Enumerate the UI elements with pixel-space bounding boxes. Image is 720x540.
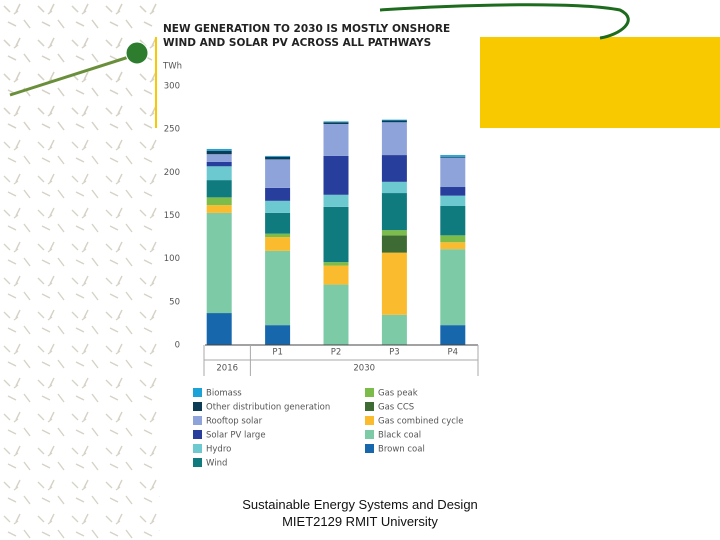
bar-segment <box>381 120 407 123</box>
bar-segment <box>381 193 407 231</box>
bar-segment <box>381 181 407 194</box>
legend-swatch <box>365 416 374 425</box>
bar-segment <box>323 284 349 345</box>
legend-label: Hydro <box>206 445 231 455</box>
bar-segment <box>323 123 349 156</box>
bar-segment <box>323 262 349 266</box>
y-tick-label: 250 <box>164 125 180 135</box>
bar-segment <box>206 161 232 167</box>
legend-label: Rooftop solar <box>206 417 263 427</box>
bar-segment <box>206 313 232 345</box>
bar-segment <box>381 235 407 253</box>
legend-label: Gas CCS <box>378 403 414 413</box>
bar-segment <box>381 314 407 345</box>
bar-segment <box>440 249 466 326</box>
legend-swatch <box>365 430 374 439</box>
legend-label: Black coal <box>378 431 421 441</box>
bar-segment <box>323 265 349 285</box>
footer: Sustainable Energy Systems and Design MI… <box>242 497 478 529</box>
legend-swatch <box>193 458 202 467</box>
y-tick-label: 0 <box>175 341 180 351</box>
bar-segment <box>265 250 291 326</box>
bar-segment <box>206 197 232 206</box>
x-tick-label: P1 <box>272 348 283 358</box>
green-sphere <box>125 41 149 65</box>
x-tick-label: P4 <box>448 348 459 358</box>
group-label: 2016 <box>216 364 238 374</box>
green-swoosh <box>379 3 630 40</box>
bar-segment <box>265 187 291 201</box>
y-tick-label: 200 <box>164 168 180 178</box>
bar-segment <box>323 194 349 207</box>
bar-segment <box>440 157 466 188</box>
bar-segment <box>206 205 232 213</box>
legend-swatch <box>365 402 374 411</box>
bar-segment <box>440 325 466 345</box>
bar-segment <box>206 150 232 155</box>
bar-segment <box>381 155 407 182</box>
bar-segment <box>323 206 349 263</box>
legend-swatch <box>193 430 202 439</box>
bar-segment <box>381 122 407 156</box>
legend-label: Solar PV large <box>206 431 266 441</box>
legend-swatch <box>193 388 202 397</box>
legend-label: Brown coal <box>378 445 425 455</box>
bar-segment <box>265 200 291 213</box>
legend-label: Wind <box>206 459 227 469</box>
bar-segment <box>440 242 466 250</box>
bar-segment <box>440 187 466 196</box>
bar-segment <box>381 230 407 236</box>
legend-swatch <box>365 444 374 453</box>
bar-segment <box>265 155 291 157</box>
bar-segment <box>265 325 291 345</box>
legend-swatch <box>193 416 202 425</box>
bar-segment <box>440 235 466 243</box>
bar-segment <box>440 206 466 236</box>
bar-segment <box>265 159 291 188</box>
legend-label: Gas combined cycle <box>378 417 464 427</box>
x-tick-label: P3 <box>389 348 400 358</box>
unit-label: TWh <box>162 62 182 72</box>
y-tick-label: 50 <box>169 297 180 307</box>
pointer-line <box>9 53 136 97</box>
bar-segment <box>206 180 232 198</box>
bar-segment <box>440 195 466 207</box>
bar-segment <box>206 166 232 181</box>
y-tick-label: 100 <box>164 254 180 264</box>
group-label: 2030 <box>353 364 375 374</box>
legend-label: Other distribution generation <box>206 403 330 413</box>
legend-swatch <box>193 444 202 453</box>
bar-segment <box>323 155 349 195</box>
bar-segment <box>381 119 407 121</box>
bar-segment <box>265 237 291 251</box>
bar-segment <box>265 212 291 234</box>
bar-segment <box>440 155 466 157</box>
y-tick-label: 300 <box>164 82 180 92</box>
pattern-corner <box>0 0 160 130</box>
bar-segment <box>265 233 291 238</box>
bar-segment <box>206 212 232 314</box>
bar-segment <box>206 149 232 151</box>
bar-segment <box>381 252 407 315</box>
legend-label: Biomass <box>206 389 242 399</box>
legend-swatch <box>365 388 374 397</box>
bar-segment <box>206 154 232 162</box>
legend-label: Gas peak <box>378 389 418 399</box>
y-tick-label: 150 <box>164 211 180 221</box>
bar-segment <box>323 122 349 124</box>
bar-segment <box>265 156 291 160</box>
legend-swatch <box>193 402 202 411</box>
chart-title: NEW GENERATION TO 2030 IS MOSTLY ONSHORE… <box>163 23 451 49</box>
bar-segment <box>440 156 466 158</box>
bar-segment <box>323 121 349 123</box>
x-tick-label: P2 <box>331 348 342 358</box>
